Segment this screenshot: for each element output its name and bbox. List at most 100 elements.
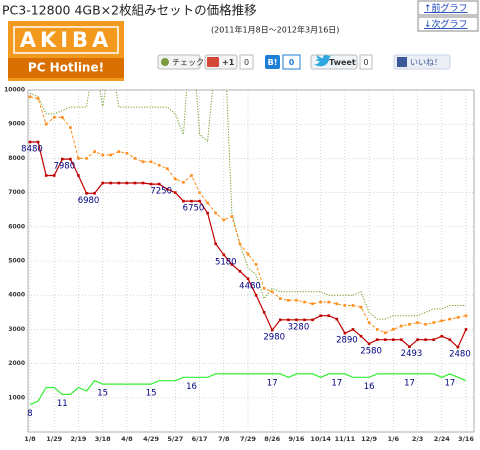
point — [109, 181, 113, 185]
point — [206, 211, 209, 215]
data-label: 2890 — [336, 336, 358, 346]
data-label: 16 — [364, 382, 375, 392]
tweet-icon — [314, 55, 331, 67]
point — [278, 297, 282, 300]
data-label: 2980 — [263, 333, 285, 343]
point — [52, 116, 56, 119]
point — [69, 126, 72, 129]
x-tick-label: 10/14 — [310, 435, 331, 443]
point — [319, 314, 322, 318]
x-tick-label: 7/29 — [240, 435, 256, 443]
point — [149, 160, 153, 164]
check-button[interactable] — [157, 54, 201, 70]
point — [214, 242, 218, 246]
point — [367, 342, 371, 346]
data-label: 11 — [57, 399, 68, 409]
point — [327, 314, 331, 318]
data-label: 3280 — [288, 322, 310, 332]
point — [408, 345, 411, 349]
y-tick-label: 3000 — [8, 326, 25, 333]
page-title: PC3-12800 4GB×2枚組みセットの価格推移 — [2, 3, 257, 18]
x-tick-label: 7/8 — [218, 435, 230, 443]
x-tick-label: 9/16 — [288, 435, 304, 443]
point — [400, 338, 403, 341]
next-link[interactable]: ↓次グラフ — [424, 18, 468, 30]
x-tick-label: 5/27 — [167, 435, 183, 443]
gplus-count-box — [239, 54, 254, 70]
point — [464, 328, 468, 331]
point — [230, 263, 234, 266]
data-label: 4480 — [239, 281, 261, 291]
point — [335, 317, 339, 321]
point — [141, 160, 145, 164]
point — [165, 167, 169, 170]
point — [246, 252, 250, 256]
series-line — [29, 90, 466, 320]
point — [303, 300, 306, 304]
like-button[interactable] — [393, 54, 451, 70]
series-line — [29, 373, 467, 406]
y-tick-label: 10000 — [4, 87, 25, 94]
tweet-count-box — [359, 54, 373, 70]
plot: 1000 2000 3000 4000 5000 6000 7000 8000 9000 1000… — [4, 87, 474, 444]
point — [85, 157, 88, 160]
point — [77, 157, 80, 160]
point — [222, 218, 226, 222]
point — [174, 177, 177, 181]
point — [133, 181, 137, 185]
point — [198, 199, 201, 203]
data-label: 2580 — [360, 346, 382, 356]
point — [93, 150, 96, 153]
data-label: 15 — [97, 389, 108, 399]
point — [262, 311, 266, 314]
check-text: チェック — [172, 58, 204, 67]
prev-button[interactable] — [417, 0, 479, 16]
data-label: 8480 — [21, 144, 43, 154]
point — [432, 338, 436, 341]
hatena-button[interactable] — [265, 55, 280, 69]
check-icon — [161, 58, 169, 66]
point — [295, 299, 298, 302]
data-label: 8 — [27, 409, 32, 419]
data-label: 17 — [267, 378, 278, 388]
next-button[interactable] — [417, 16, 479, 32]
point — [157, 163, 161, 167]
point — [254, 293, 258, 297]
gplus-text: +1 — [222, 58, 235, 67]
point — [77, 174, 80, 177]
x-tick-label: 1/6 — [388, 435, 400, 443]
y-tick-label: 9000 — [8, 121, 25, 128]
x-tick-label: 4/8 — [121, 435, 133, 443]
x-tick-label: 6/17 — [192, 435, 208, 443]
point — [311, 318, 314, 322]
data-label: 17 — [331, 378, 342, 388]
prev-link[interactable]: ↑前グラフ — [424, 2, 468, 14]
point — [198, 191, 201, 194]
point — [206, 201, 209, 205]
point — [165, 187, 169, 191]
x-tick-label: 2/3 — [412, 435, 423, 443]
data-label: 17 — [444, 378, 455, 388]
point — [182, 181, 185, 184]
point — [238, 242, 242, 246]
point — [295, 318, 298, 322]
point — [246, 277, 250, 281]
point — [335, 302, 339, 306]
point — [367, 321, 371, 324]
data-label: 15 — [146, 389, 157, 399]
point — [101, 181, 104, 185]
x-tick-label: 2/19 — [70, 435, 86, 443]
gplus-icon — [207, 57, 219, 67]
point — [278, 318, 282, 322]
point — [343, 331, 347, 335]
x-tick-label: 2/24 — [434, 435, 450, 443]
point — [52, 174, 56, 177]
data-label: 2493 — [401, 349, 423, 359]
point — [392, 338, 395, 341]
x-tick-label: 3/16 — [458, 435, 474, 443]
point — [262, 287, 266, 290]
point — [448, 317, 452, 321]
point — [424, 322, 427, 326]
y-tick-label: 6000 — [8, 223, 25, 230]
point — [440, 334, 444, 338]
